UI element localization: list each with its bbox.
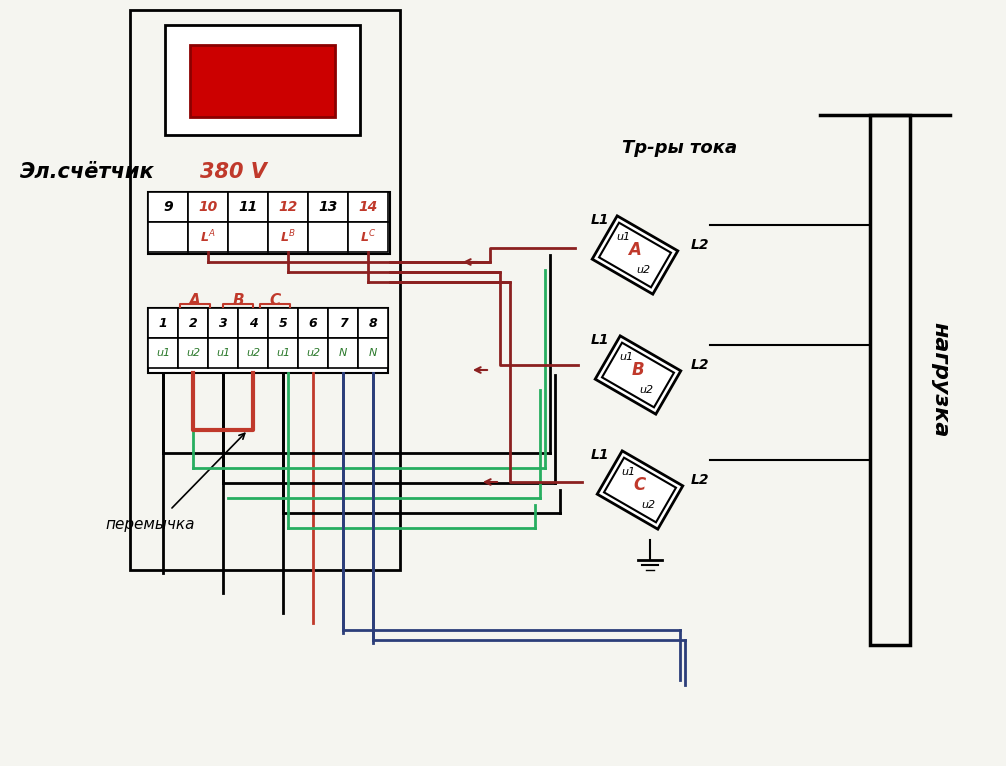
Bar (348, 192, 388, 222)
Text: L$^C$: L$^C$ (360, 229, 376, 245)
Text: u1: u1 (216, 348, 230, 358)
Bar (238, 338, 268, 368)
Bar (268, 308, 298, 338)
Text: A: A (189, 293, 201, 307)
Bar (178, 338, 208, 368)
Bar (358, 338, 388, 368)
Bar (593, 216, 678, 294)
Text: B: B (632, 361, 644, 379)
Text: L1: L1 (591, 213, 610, 227)
Bar (190, 45, 335, 117)
Text: перемычка: перемычка (105, 518, 194, 532)
Text: u2: u2 (636, 265, 650, 275)
Bar (598, 451, 683, 529)
Bar (308, 222, 348, 252)
Bar (238, 308, 268, 338)
Text: 12: 12 (279, 200, 298, 214)
Text: N: N (339, 348, 347, 358)
Bar (308, 192, 348, 222)
Text: u2: u2 (639, 385, 653, 395)
Bar (348, 222, 388, 252)
Text: L1: L1 (591, 333, 610, 347)
Text: u2: u2 (641, 500, 655, 510)
Text: u1: u1 (156, 348, 170, 358)
Text: N: N (369, 348, 377, 358)
Text: u2: u2 (245, 348, 261, 358)
Text: u1: u1 (616, 232, 630, 242)
Text: 9: 9 (163, 200, 173, 214)
Bar (298, 338, 328, 368)
Text: C: C (270, 293, 281, 307)
Bar (208, 338, 238, 368)
Bar (148, 222, 188, 252)
Text: L$^A$: L$^A$ (200, 229, 215, 245)
Bar (165, 25, 360, 135)
Text: L2: L2 (691, 358, 709, 372)
Text: 380 V: 380 V (200, 162, 267, 182)
Text: 7: 7 (339, 316, 347, 329)
Text: 3: 3 (218, 316, 227, 329)
Text: B: B (232, 293, 243, 307)
Text: 8: 8 (368, 316, 377, 329)
Bar (604, 457, 676, 522)
Bar (268, 338, 298, 368)
Text: 2: 2 (189, 316, 197, 329)
Text: C: C (634, 476, 646, 494)
Bar (298, 308, 328, 338)
Bar (870, 115, 910, 645)
Bar (602, 342, 674, 408)
Text: 4: 4 (248, 316, 258, 329)
Text: L1: L1 (591, 448, 610, 462)
Text: u2: u2 (306, 348, 320, 358)
Bar (228, 222, 268, 252)
Text: 14: 14 (358, 200, 377, 214)
Text: L$^B$: L$^B$ (281, 229, 296, 245)
Bar (130, 10, 400, 570)
Bar (178, 308, 208, 338)
Text: A: A (629, 241, 642, 259)
Bar (268, 192, 308, 222)
Text: Эл.счётчик: Эл.счётчик (20, 162, 155, 182)
Bar (358, 308, 388, 338)
Text: 1: 1 (159, 316, 167, 329)
Bar (599, 223, 671, 287)
Text: 13: 13 (318, 200, 338, 214)
Text: u2: u2 (186, 348, 200, 358)
Text: нагрузка: нагрузка (930, 322, 950, 437)
Bar (148, 308, 178, 338)
Text: Тр-ры тока: Тр-ры тока (623, 139, 737, 157)
Text: 5: 5 (279, 316, 288, 329)
Bar (268, 222, 308, 252)
Text: 6: 6 (309, 316, 317, 329)
Bar (148, 338, 178, 368)
Bar (328, 338, 358, 368)
Text: L2: L2 (691, 473, 709, 487)
Bar (208, 308, 238, 338)
Text: 11: 11 (238, 200, 258, 214)
Bar (148, 192, 188, 222)
Text: 10: 10 (198, 200, 217, 214)
Bar (148, 308, 388, 373)
Text: u1: u1 (621, 467, 635, 477)
Bar (228, 192, 268, 222)
Text: u1: u1 (276, 348, 290, 358)
Text: u1: u1 (619, 352, 633, 362)
Text: L2: L2 (691, 238, 709, 252)
Bar (596, 336, 681, 414)
Bar (188, 222, 228, 252)
Bar (328, 308, 358, 338)
Bar (188, 192, 228, 222)
Bar (148, 192, 390, 254)
